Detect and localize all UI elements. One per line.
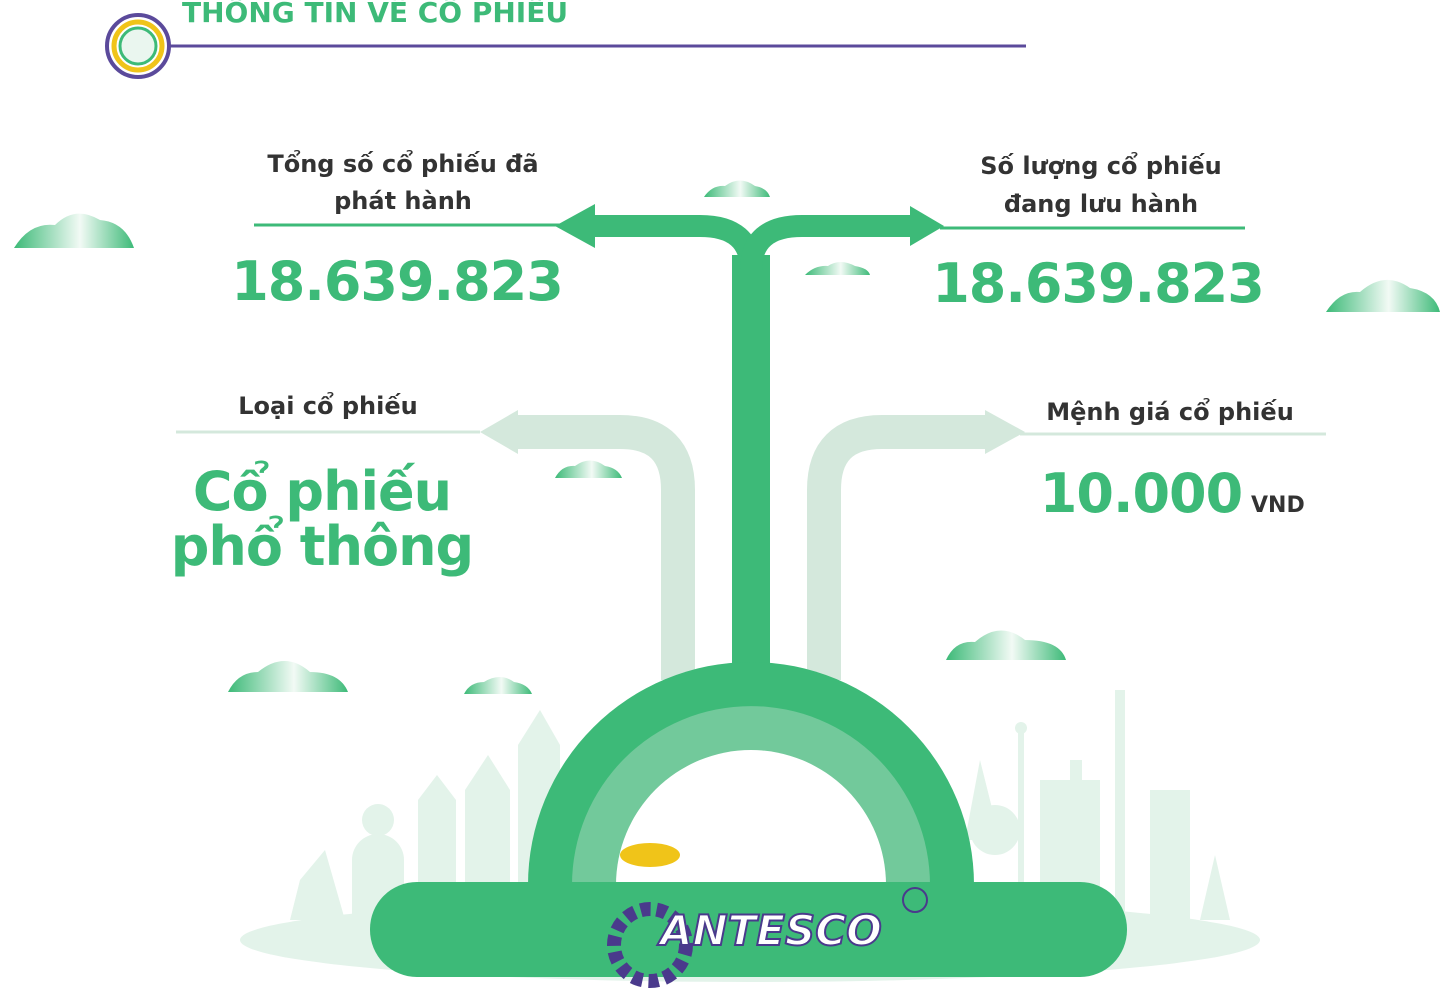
value: 10.000 xyxy=(1040,462,1242,525)
header-title: THÔNG TIN VỀ CỔ PHIẾU xyxy=(182,0,568,29)
value: Cổ phiếu xyxy=(193,460,451,523)
infographic: THÔNG TIN VỀ CỔ PHIẾU xyxy=(0,0,1440,994)
logo-text: ANTESCO xyxy=(657,906,882,955)
header: THÔNG TIN VỀ CỔ PHIẾU xyxy=(107,0,1026,77)
value: 18.639.823 xyxy=(231,250,563,313)
label: đang lưu hành xyxy=(1004,190,1198,218)
label: Mệnh giá cổ phiếu xyxy=(1046,396,1294,426)
value: 18.639.823 xyxy=(932,252,1264,315)
label: Loại cổ phiếu xyxy=(238,390,417,420)
unit: VND xyxy=(1251,493,1305,518)
arrow-head xyxy=(985,410,1025,454)
label: phát hành xyxy=(334,187,472,215)
label: Số lượng cổ phiếu xyxy=(980,150,1221,180)
value: phổ thông xyxy=(171,515,473,578)
arrow-head xyxy=(480,410,518,454)
label: Tổng số cổ phiếu đã xyxy=(267,148,538,178)
